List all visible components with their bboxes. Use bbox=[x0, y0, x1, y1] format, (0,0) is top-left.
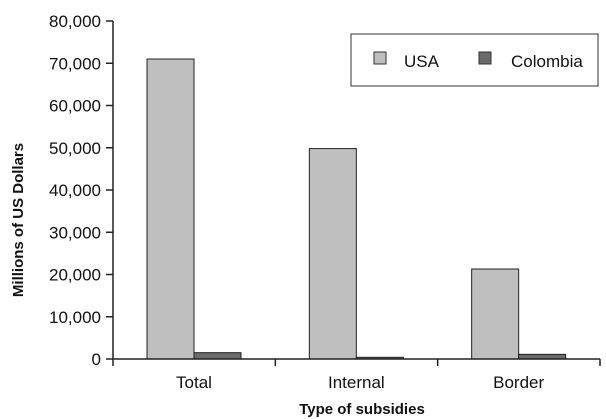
y-tick-label: 30,000 bbox=[49, 223, 101, 242]
y-tick-label: 20,000 bbox=[49, 266, 101, 285]
bar-usa-internal bbox=[308, 148, 357, 360]
x-axis-title: Type of subsidies bbox=[299, 401, 425, 418]
y-tick-label: 50,000 bbox=[49, 139, 101, 158]
legend-swatch-colombia bbox=[478, 51, 492, 65]
y-tick-label: 80,000 bbox=[49, 12, 101, 31]
y-tick-label: 0 bbox=[92, 350, 101, 369]
legend: USA Colombia bbox=[350, 33, 599, 87]
x-tick-label: Internal bbox=[328, 373, 385, 392]
y-tick-label: 70,000 bbox=[49, 54, 101, 73]
legend-box bbox=[350, 33, 599, 87]
y-axis-ticks: 0 10,000 20,000 30,000 40,000 50,000 60,000 70,… bbox=[49, 12, 113, 369]
legend-swatch-usa bbox=[373, 51, 387, 65]
y-tick-label: 10,000 bbox=[49, 308, 101, 327]
bar-usa-border bbox=[471, 268, 520, 360]
bars bbox=[146, 58, 567, 360]
x-tick-label: Total bbox=[176, 373, 212, 392]
y-axis-title: Millions of US Dollars bbox=[10, 143, 27, 297]
x-axis-ticks: Total Internal Border bbox=[112, 359, 601, 392]
x-tick-label: Border bbox=[493, 373, 544, 392]
legend-label-usa: USA bbox=[404, 52, 440, 71]
y-tick-label: 40,000 bbox=[49, 181, 101, 200]
bar-colombia-total bbox=[193, 352, 242, 360]
bar-usa-total bbox=[146, 58, 195, 360]
y-tick-label: 60,000 bbox=[49, 97, 101, 116]
legend-label-colombia: Colombia bbox=[511, 52, 583, 71]
